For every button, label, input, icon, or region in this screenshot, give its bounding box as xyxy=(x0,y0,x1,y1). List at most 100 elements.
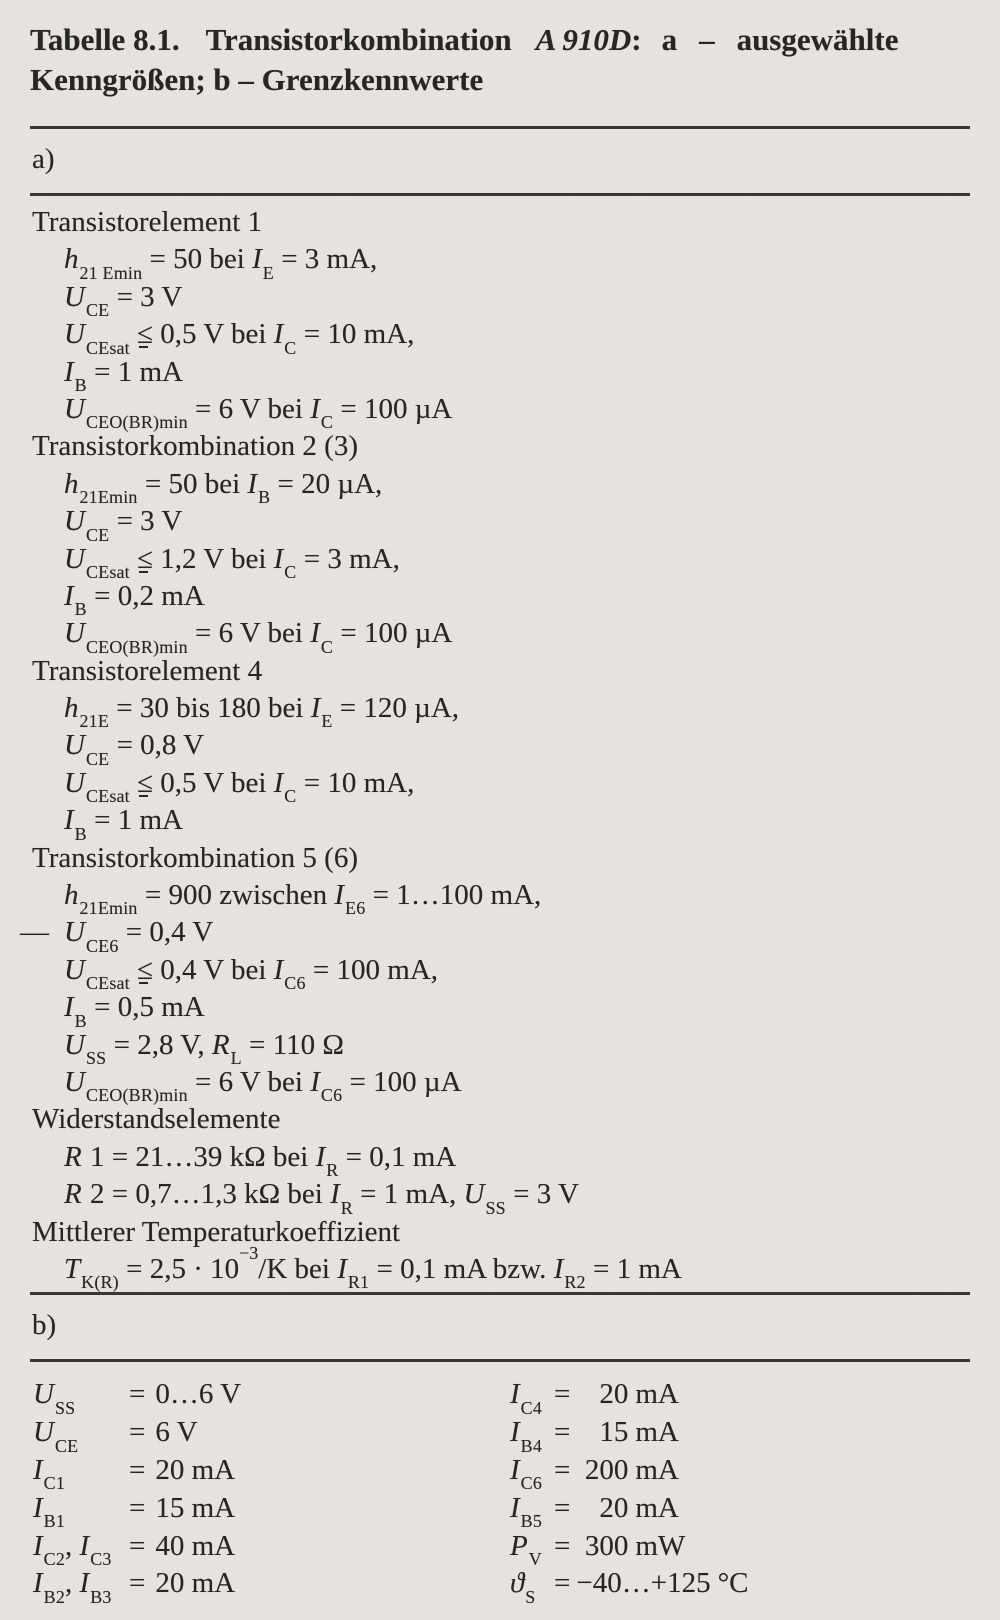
parameter-line: R 2 = 0,7…1,3 kΩ bei IR = 1 mA, USS = 3 … xyxy=(64,1178,579,1218)
limit-value: 20 xyxy=(599,1378,629,1411)
limit-value-row: PV = 300 mW xyxy=(510,1528,970,1569)
limit-value-row: IC2, IC3 = 40 mA xyxy=(33,1528,507,1569)
unit-label: mA xyxy=(635,1378,679,1411)
parameter-line: — UCE6 = 0,4 V xyxy=(20,916,214,956)
unit-label: mW xyxy=(635,1529,686,1562)
equals-sign: = xyxy=(554,1491,571,1524)
parameter-line: UCEsat ≤ 0,5 V bei IC = 10 mA, xyxy=(64,766,415,807)
title-line2: Kenngrößen; b – Grenzkennwerte xyxy=(30,62,484,97)
quantity-symbol: IB4 xyxy=(510,1416,543,1456)
group-heading: Transistorelement 4 xyxy=(32,654,263,687)
unit-label: mA xyxy=(635,1416,679,1449)
parameter-line: UCEsat ≤ 0,5 V bei IC = 10 mA, xyxy=(64,318,415,358)
section-a-label: a) xyxy=(32,143,55,175)
less-equal-icon: ≤ xyxy=(137,542,154,575)
quantity-symbol: IB2, IB3 xyxy=(33,1567,112,1607)
group-heading: Mittlerer Temperaturkoeffizient xyxy=(32,1215,401,1248)
parameter-line: UCE = 3 V xyxy=(64,280,183,321)
equals-sign: = xyxy=(129,1378,146,1411)
page-content: Tabelle 8.1. Transistorkombination A 910D:… xyxy=(20,20,970,1607)
parameter-line: UCEsat ≤ 0,4 V bei IC6 = 100 mA, xyxy=(64,953,439,994)
title-colon: : xyxy=(631,22,642,57)
quantity-symbol: IB1 xyxy=(33,1491,66,1532)
parameter-line: h21Emin = 50 bei IB = 20 µA, xyxy=(64,467,383,508)
quantity-symbol: PV xyxy=(510,1529,542,1569)
limit-value-row: USS = 0…6 V xyxy=(33,1376,507,1418)
equals-sign: = xyxy=(129,1529,146,1562)
title-word2: ausgewählte xyxy=(736,22,899,57)
equals-sign: = xyxy=(129,1453,146,1486)
limit-value: 20 mA xyxy=(155,1453,236,1486)
limit-value-row: IC1 = 20 mA xyxy=(33,1452,507,1494)
divider-rule-a xyxy=(30,193,970,196)
parameter-line: UCE = 3 V xyxy=(64,505,183,545)
parameter-line: UCEO(BR)min = 6 V bei IC = 100 µA xyxy=(64,392,453,433)
parameter-line: IB = 0,2 mA xyxy=(64,579,205,620)
equals-sign: = xyxy=(129,1491,146,1524)
parameter-line: UCEsat ≤ 1,2 V bei IC = 3 mA, xyxy=(64,542,400,582)
limit-value-row: IB1 = 15 mA xyxy=(33,1490,507,1532)
less-equal-icon: ≤ xyxy=(137,318,154,351)
limit-value-row: IC6 = 200 mA xyxy=(510,1452,970,1494)
limit-values-left-column: USS = 0…6 V UCE = 6 V IC1 = 20 mA IB1 = 15 mA IC2, I… xyxy=(30,1376,507,1607)
title-word: Transistorkombination xyxy=(205,22,512,57)
parameter-line: h21 Emin = 50 bei IE = 3 mA, xyxy=(64,243,378,283)
equals-sign: = xyxy=(129,1567,146,1600)
limit-value: 40 mA xyxy=(155,1529,236,1562)
equals-sign: = xyxy=(554,1567,571,1600)
parameter-line: h21Emin = 900 zwischen IE6 = 1…100 mA, xyxy=(64,879,542,919)
limit-value-row: IB5 = 20 mA xyxy=(510,1490,970,1532)
limit-value-row: UCE = 6 V xyxy=(33,1414,507,1456)
divider-rule-top xyxy=(30,126,970,129)
group-heading: Transistorelement 1 xyxy=(32,206,263,238)
parameter-line: TK(R) = 2,5 · 10−3/K bei IR1 = 0,1 mA bz… xyxy=(64,1243,682,1293)
parameter-line: h21E = 30 bis 180 bei IE = 120 µA, xyxy=(64,692,460,732)
less-equal-icon: ≤ xyxy=(137,953,154,986)
title-device-name: A 910D xyxy=(535,22,632,57)
limit-value: 200 xyxy=(584,1453,629,1486)
equals-sign: = xyxy=(554,1529,571,1562)
limit-values-right-column: IC4 = 20 mA IB4 = 15 mA IC6 = 200 mA IB5 = 20 mA PV = 300 m… xyxy=(507,1376,970,1605)
quantity-symbol: UCE xyxy=(33,1416,79,1456)
section-b-label: b) xyxy=(32,1309,57,1342)
parameter-line: R 1 = 21…39 kΩ bei IR = 0,1 mA xyxy=(64,1140,457,1181)
limit-value-row: IC4 = 20 mA xyxy=(510,1376,970,1418)
quantity-symbol: USS xyxy=(33,1378,76,1418)
parameter-line: USS = 2,8 V, RL = 110 Ω xyxy=(64,1028,344,1068)
limit-value-row: IB4 = 15 mA xyxy=(510,1414,970,1456)
unit-label: °C xyxy=(717,1567,749,1600)
quantity-symbol: IC4 xyxy=(510,1378,543,1418)
unit-label: mA xyxy=(635,1491,679,1524)
quantity-symbol: IB5 xyxy=(510,1491,543,1532)
limit-value: 20 mA xyxy=(155,1567,236,1600)
limit-value: 6 V xyxy=(155,1416,198,1449)
limit-value: −40…+125 xyxy=(576,1567,711,1600)
parameter-line: IB = 0,5 mA xyxy=(64,991,205,1031)
quantity-symbol: IC6 xyxy=(510,1453,543,1494)
parameter-line: IB = 1 mA xyxy=(64,804,183,844)
quantity-symbol: IC2, IC3 xyxy=(33,1529,112,1569)
limit-value-row: IB2, IB3 = 20 mA xyxy=(33,1565,507,1607)
limit-value: 15 mA xyxy=(155,1491,236,1524)
group-heading: Transistorkombination 5 (6) xyxy=(32,841,358,874)
limit-value: 300 xyxy=(584,1529,629,1562)
parameter-line: UCE = 0,8 V xyxy=(64,729,205,769)
divider-rule-b xyxy=(30,1359,970,1363)
equals-sign: = xyxy=(554,1416,571,1449)
parameter-line: IB = 1 mA xyxy=(64,355,183,395)
divider-rule-a-end xyxy=(30,1292,970,1296)
group-heading: Widerstandselemente xyxy=(32,1103,281,1136)
section-a-content: Transistorelement 1 h21 Emin = 50 bei IE … xyxy=(20,204,970,1293)
equals-sign: = xyxy=(129,1416,146,1449)
equals-sign: = xyxy=(554,1378,571,1411)
quantity-symbol: IC1 xyxy=(33,1453,66,1494)
less-equal-icon: ≤ xyxy=(137,766,154,799)
section-b-content: USS = 0…6 V UCE = 6 V IC1 = 20 mA IB1 = 15 mA IC2, I… xyxy=(30,1376,970,1607)
limit-value: 0…6 V xyxy=(155,1378,242,1411)
parameter-line: UCEO(BR)min = 6 V bei IC6 = 100 µA xyxy=(64,1065,462,1106)
title-dash: – xyxy=(699,22,715,57)
table-title: Tabelle 8.1. Transistorkombination A 910D:… xyxy=(30,20,970,100)
limit-value-row: ϑS = −40…+125 °C xyxy=(510,1565,970,1605)
parameter-line: UCEO(BR)min = 6 V bei IC = 100 µA xyxy=(64,617,453,657)
